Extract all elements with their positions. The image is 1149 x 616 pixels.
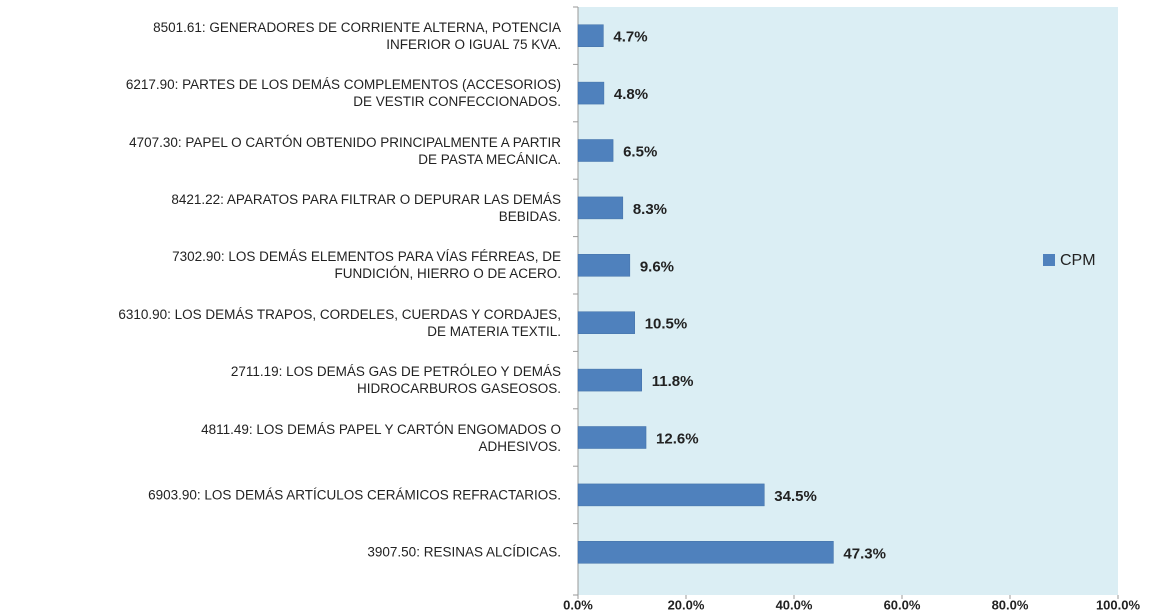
data-label: 47.3% — [843, 545, 886, 562]
y-tick-label: 2711.19: LOS DEMÁS GAS DE PETRÓLEO Y DEM… — [230, 364, 561, 397]
data-label: 11.8% — [652, 373, 694, 390]
bar — [577, 483, 765, 507]
bar — [577, 254, 631, 277]
bar — [577, 541, 834, 564]
bar — [577, 368, 642, 392]
data-label: 4.7% — [613, 29, 647, 46]
y-tick-label: 6903.90: LOS DEMÁS ARTÍCULOS CERÁMICOS R… — [148, 487, 561, 503]
y-tick-label: 6217.90: PARTES DE LOS DEMÁS COMPLEMENTO… — [125, 77, 561, 110]
y-tick-label: 6310.90: LOS DEMÁS TRAPOS, CORDELES, CUE… — [118, 306, 561, 339]
data-label: 12.6% — [656, 430, 699, 447]
data-label: 9.6% — [640, 258, 674, 275]
plot-area — [578, 7, 1118, 595]
data-label: 6.5% — [623, 143, 657, 160]
data-label: 8.3% — [633, 201, 667, 218]
x-tick-label: 100.0% — [1096, 597, 1141, 612]
legend-swatch — [1043, 254, 1055, 266]
y-tick-label: 4811.49: LOS DEMÁS PAPEL Y CARTÓN ENGOMA… — [201, 421, 561, 454]
bar — [577, 139, 614, 162]
data-label: 4.8% — [614, 86, 648, 103]
bar — [577, 196, 624, 220]
x-tick-label: 0.0% — [563, 597, 593, 612]
y-tick-label: 4707.30: PAPEL O CARTÓN OBTENIDO PRINCIP… — [129, 134, 561, 167]
y-tick-label: 8501.61: GENERADORES DE CORRIENTE ALTERN… — [153, 19, 561, 52]
y-tick-label: 7302.90: LOS DEMÁS ELEMENTOS PARA VÍAS F… — [172, 249, 561, 282]
bar — [577, 426, 647, 449]
y-tick-label: 8421.22: APARATOS PARA FILTRAR O DEPURAR… — [171, 191, 561, 224]
bar — [577, 311, 635, 334]
x-tick-label: 20.0% — [668, 597, 705, 612]
legend-label: CPM — [1060, 252, 1096, 269]
data-label: 34.5% — [774, 488, 817, 505]
bar — [577, 24, 604, 47]
x-tick-label: 60.0% — [884, 597, 921, 612]
x-tick-label: 40.0% — [776, 597, 813, 612]
bar — [577, 81, 605, 105]
data-label: 10.5% — [645, 316, 688, 333]
y-tick-label: 3907.50: RESINAS ALCÍDICAS. — [367, 544, 561, 560]
x-tick-label: 80.0% — [992, 597, 1029, 612]
